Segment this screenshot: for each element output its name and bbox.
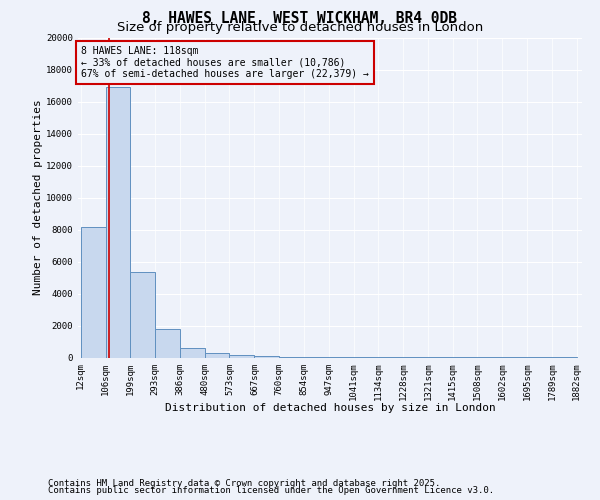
Bar (304, 357, 329, 358)
X-axis label: Distribution of detached houses by size in London: Distribution of detached houses by size … (164, 403, 496, 413)
Bar (279, 356, 304, 358)
Y-axis label: Number of detached properties: Number of detached properties (34, 100, 43, 296)
Bar (205, 353, 229, 358)
Text: Size of property relative to detached houses in London: Size of property relative to detached ho… (117, 21, 483, 34)
Bar (130, 272, 155, 358)
Text: Contains HM Land Registry data © Crown copyright and database right 2025.: Contains HM Land Registry data © Crown c… (48, 478, 440, 488)
Bar (180, 348, 205, 358)
Bar (254, 356, 279, 358)
Bar (80, 227, 106, 358)
Text: 8, HAWES LANE, WEST WICKHAM, BR4 0DB: 8, HAWES LANE, WEST WICKHAM, BR4 0DB (143, 11, 458, 26)
Bar (155, 329, 180, 358)
Bar (229, 355, 254, 358)
Bar (106, 87, 130, 357)
Text: 8 HAWES LANE: 118sqm
← 33% of detached houses are smaller (10,786)
67% of semi-d: 8 HAWES LANE: 118sqm ← 33% of detached h… (81, 46, 369, 78)
Text: Contains public sector information licensed under the Open Government Licence v3: Contains public sector information licen… (48, 486, 494, 495)
